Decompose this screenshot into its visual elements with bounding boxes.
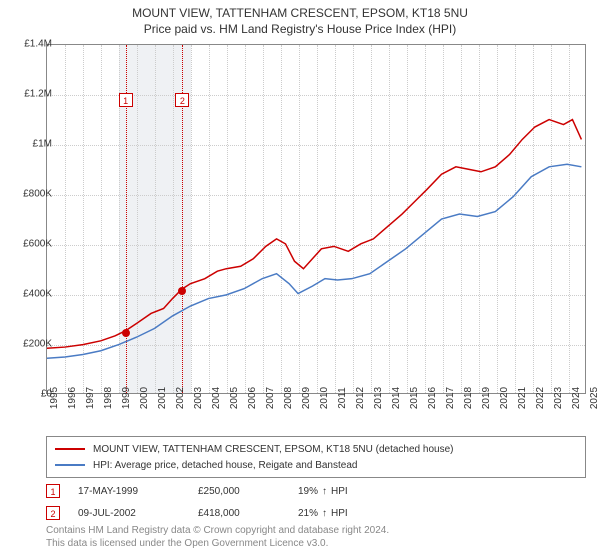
x-axis-label: 2021: [517, 387, 528, 409]
x-axis-label: 2004: [211, 387, 222, 409]
copyright-notice: Contains HM Land Registry data © Crown c…: [46, 524, 389, 550]
x-axis-label: 2018: [463, 387, 474, 409]
copyright-line-1: Contains HM Land Registry data © Crown c…: [46, 524, 389, 537]
y-axis-label: £0: [8, 389, 52, 400]
transaction-price-1: £250,000: [198, 486, 298, 497]
transaction-marker-2: 2: [46, 506, 60, 520]
x-axis-label: 2011: [337, 387, 348, 409]
x-axis-label: 2024: [571, 387, 582, 409]
x-axis-label: 1998: [103, 387, 114, 409]
x-axis-label: 2022: [535, 387, 546, 409]
x-axis-label: 2001: [157, 387, 168, 409]
legend-swatch-2: [55, 464, 85, 466]
transaction-diff-1: 19% ↑ HPI: [298, 486, 398, 497]
legend-row-series-1: MOUNT VIEW, TATTENHAM CRESCENT, EPSOM, K…: [55, 441, 577, 457]
x-axis-label: 1996: [67, 387, 78, 409]
transaction-diff-2: 21% ↑ HPI: [298, 508, 398, 519]
x-axis-label: 2012: [355, 387, 366, 409]
transaction-diff-vs-1: HPI: [331, 486, 348, 497]
y-axis-label: £400K: [8, 289, 52, 300]
title-block: MOUNT VIEW, TATTENHAM CRESCENT, EPSOM, K…: [0, 0, 600, 36]
legend-box: MOUNT VIEW, TATTENHAM CRESCENT, EPSOM, K…: [46, 436, 586, 478]
y-axis-label: £200K: [8, 339, 52, 350]
transaction-diff-pct-1: 19%: [298, 486, 318, 497]
y-axis-label: £600K: [8, 239, 52, 250]
y-axis-label: £1.2M: [8, 89, 52, 100]
legend-row-series-2: HPI: Average price, detached house, Reig…: [55, 457, 577, 473]
legend-swatch-1: [55, 448, 85, 450]
x-axis-label: 2002: [175, 387, 186, 409]
transaction-diff-vs-2: HPI: [331, 508, 348, 519]
x-axis-label: 2019: [481, 387, 492, 409]
x-axis-label: 2005: [229, 387, 240, 409]
series-line-1: [47, 120, 581, 349]
y-axis-label: £1M: [8, 139, 52, 150]
legend-label-2: HPI: Average price, detached house, Reig…: [93, 460, 357, 471]
x-axis-label: 2008: [283, 387, 294, 409]
transaction-row-2: 2 09-JUL-2002 £418,000 21% ↑ HPI: [46, 504, 586, 522]
transaction-date-1: 17-MAY-1999: [78, 486, 198, 497]
y-axis-label: £1.4M: [8, 39, 52, 50]
transaction-row-1: 1 17-MAY-1999 £250,000 19% ↑ HPI: [46, 482, 586, 500]
x-axis-label: 2015: [409, 387, 420, 409]
x-axis-label: 1997: [85, 387, 96, 409]
x-axis-label: 2025: [589, 387, 600, 409]
x-axis-label: 2000: [139, 387, 150, 409]
x-axis-label: 2017: [445, 387, 456, 409]
x-axis-label: 2009: [301, 387, 312, 409]
x-axis-label: 2003: [193, 387, 204, 409]
x-axis-label: 2013: [373, 387, 384, 409]
x-axis-label: 2016: [427, 387, 438, 409]
x-axis-label: 2020: [499, 387, 510, 409]
transaction-marker-1: 1: [46, 484, 60, 498]
chart-container: MOUNT VIEW, TATTENHAM CRESCENT, EPSOM, K…: [0, 0, 600, 560]
transaction-price-2: £418,000: [198, 508, 298, 519]
title-line-1: MOUNT VIEW, TATTENHAM CRESCENT, EPSOM, K…: [0, 6, 600, 20]
x-axis-label: 2023: [553, 387, 564, 409]
x-axis-label: 2006: [247, 387, 258, 409]
transaction-date-2: 09-JUL-2002: [78, 508, 198, 519]
transaction-diff-pct-2: 21%: [298, 508, 318, 519]
x-axis-label: 2014: [391, 387, 402, 409]
arrow-up-icon: ↑: [322, 486, 327, 497]
x-axis-label: 2010: [319, 387, 330, 409]
transaction-table: 1 17-MAY-1999 £250,000 19% ↑ HPI 2 09-JU…: [46, 478, 586, 522]
title-line-2: Price paid vs. HM Land Registry's House …: [0, 22, 600, 36]
y-axis-label: £800K: [8, 189, 52, 200]
x-axis-label: 1999: [121, 387, 132, 409]
x-axis-label: 2007: [265, 387, 276, 409]
copyright-line-2: This data is licensed under the Open Gov…: [46, 537, 389, 550]
series-svg: [47, 45, 585, 393]
chart-plot-area: 12: [46, 44, 586, 394]
legend-label-1: MOUNT VIEW, TATTENHAM CRESCENT, EPSOM, K…: [93, 444, 453, 455]
arrow-up-icon: ↑: [322, 508, 327, 519]
x-axis-label: 1995: [49, 387, 60, 409]
